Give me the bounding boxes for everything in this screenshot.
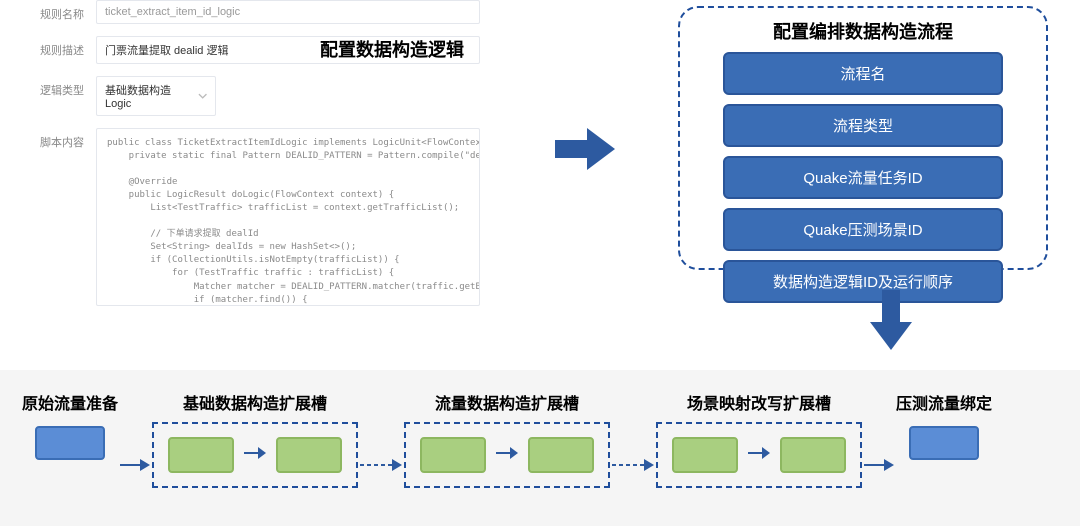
- stage-source: 原始流量准备: [22, 390, 118, 460]
- config-item-sceneid: Quake压测场景ID: [723, 208, 1003, 251]
- script-code[interactable]: public class TicketExtractItemIdLogic im…: [96, 128, 480, 306]
- chevron-down-icon: [198, 91, 207, 101]
- stage-basic-slot: 基础数据构造扩展槽: [152, 390, 358, 492]
- rule-name-input[interactable]: ticket_extract_item_id_logic: [96, 0, 480, 24]
- row-logic-type: 逻辑类型 基础数据构造Logic: [40, 76, 480, 116]
- stage2-title: 基础数据构造扩展槽: [183, 390, 327, 414]
- scene-slot-group: [656, 422, 862, 488]
- logic-type-label: 逻辑类型: [40, 76, 96, 98]
- stage-traffic-slot: 流量数据构造扩展槽: [404, 390, 610, 492]
- logic-type-select[interactable]: 基础数据构造Logic: [96, 76, 216, 116]
- stage1-title: 原始流量准备: [22, 390, 118, 414]
- connector-4: [864, 457, 894, 478]
- basic-slot-block-2: [276, 437, 342, 473]
- arrow-icon: [244, 445, 266, 466]
- row-rule-name: 规则名称 ticket_extract_item_id_logic: [40, 0, 480, 24]
- basic-slot-block-1: [168, 437, 234, 473]
- source-block: [35, 426, 105, 460]
- rule-desc-label: 规则描述: [40, 36, 96, 58]
- traffic-slot-block-2: [528, 437, 594, 473]
- config-flow-box: 配置编排数据构造流程 流程名 流程类型 Quake流量任务ID Quake压测场…: [678, 6, 1048, 270]
- scene-slot-block-2: [780, 437, 846, 473]
- arrow-right-1: [555, 128, 615, 175]
- form-overlay-title: 配置数据构造逻辑: [320, 36, 464, 62]
- rule-name-label: 规则名称: [40, 0, 96, 22]
- traffic-slot-group: [404, 422, 610, 488]
- logic-type-value: 基础数据构造Logic: [105, 82, 192, 110]
- pipeline: 原始流量准备 基础数据构造扩展槽 流量数据构造扩展槽: [0, 370, 1080, 526]
- script-label: 脚本内容: [40, 128, 96, 150]
- config-item-name: 流程名: [723, 52, 1003, 95]
- config-item-taskid: Quake流量任务ID: [723, 156, 1003, 199]
- connector-1: [120, 457, 150, 478]
- stage-scene-slot: 场景映射改写扩展槽: [656, 390, 862, 492]
- config-item-type: 流程类型: [723, 104, 1003, 147]
- stage-sink: 压测流量绑定: [896, 390, 992, 460]
- connector-2: [360, 457, 402, 478]
- row-script: 脚本内容 public class TicketExtractItemIdLog…: [40, 128, 480, 306]
- config-title: 配置编排数据构造流程: [696, 18, 1030, 44]
- arrow-icon: [496, 445, 518, 466]
- config-item-logicid: 数据构造逻辑ID及运行顺序: [723, 260, 1003, 303]
- stage5-title: 压测流量绑定: [896, 390, 992, 414]
- stage4-title: 场景映射改写扩展槽: [687, 390, 831, 414]
- basic-slot-group: [152, 422, 358, 488]
- scene-slot-block-1: [672, 437, 738, 473]
- arrow-down: [870, 290, 912, 355]
- arrow-icon: [748, 445, 770, 466]
- connector-3: [612, 457, 654, 478]
- traffic-slot-block-1: [420, 437, 486, 473]
- rule-form: 规则名称 ticket_extract_item_id_logic 规则描述 门…: [40, 0, 480, 318]
- sink-block: [909, 426, 979, 460]
- stage3-title: 流量数据构造扩展槽: [435, 390, 579, 414]
